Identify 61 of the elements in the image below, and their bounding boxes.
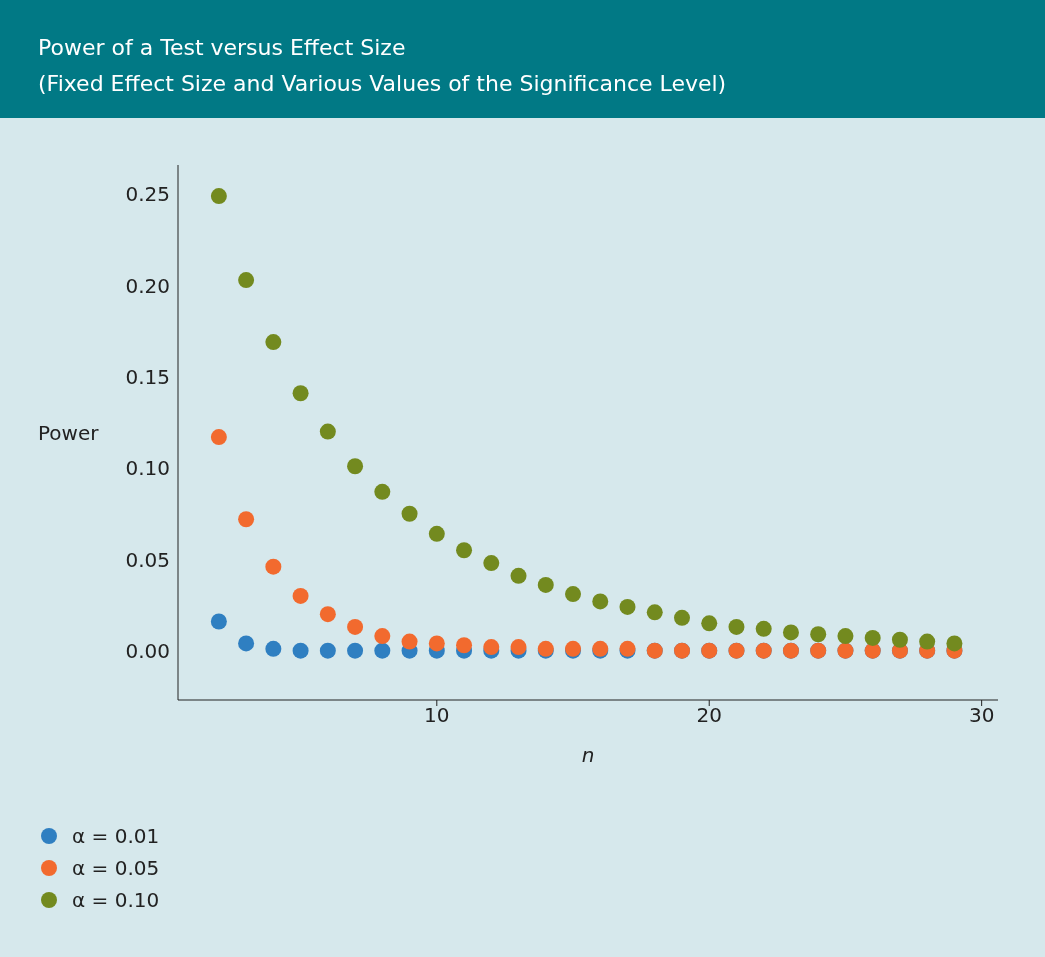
point xyxy=(319,423,336,440)
point xyxy=(946,635,963,652)
legend-label: α = 0.10 xyxy=(72,888,160,912)
y-tick-label: 0.20 xyxy=(125,273,170,298)
point xyxy=(210,429,227,446)
point xyxy=(592,593,609,610)
point xyxy=(265,640,282,657)
point xyxy=(401,505,418,522)
point xyxy=(265,558,282,575)
point xyxy=(864,629,881,646)
point xyxy=(374,628,391,645)
point xyxy=(401,633,418,650)
point xyxy=(646,604,663,621)
point xyxy=(483,555,500,572)
point xyxy=(728,618,745,635)
point xyxy=(810,626,827,643)
y-tick-label: 0.00 xyxy=(125,638,170,663)
y-axis-title: Power xyxy=(38,420,100,445)
point xyxy=(292,642,309,659)
point xyxy=(673,609,690,626)
point xyxy=(319,606,336,623)
point xyxy=(238,511,255,528)
x-tick-label: 10 xyxy=(424,703,450,728)
point xyxy=(374,642,391,659)
point xyxy=(428,525,445,542)
x-axis-title: n xyxy=(581,743,595,767)
point xyxy=(510,567,527,584)
point xyxy=(619,598,636,615)
point xyxy=(210,613,227,630)
point xyxy=(210,188,227,205)
point xyxy=(347,642,364,659)
point xyxy=(891,631,908,648)
point xyxy=(782,624,799,641)
point xyxy=(919,633,936,650)
point xyxy=(537,576,554,593)
point xyxy=(347,618,364,635)
x-tick-label: 30 xyxy=(968,703,995,728)
x-tick-label: 20 xyxy=(696,703,722,728)
point xyxy=(319,642,336,659)
point xyxy=(456,637,473,654)
point xyxy=(238,635,255,652)
y-tick-label: 0.15 xyxy=(125,364,170,389)
y-tick-label: 0.05 xyxy=(125,547,170,572)
point xyxy=(265,334,282,351)
point xyxy=(837,628,854,645)
legend-label: α = 0.05 xyxy=(72,856,160,880)
point xyxy=(456,542,473,559)
point xyxy=(292,385,309,402)
point xyxy=(701,615,718,632)
legend-label: α = 0.01 xyxy=(72,824,160,848)
point xyxy=(428,635,445,652)
y-tick-label: 0.25 xyxy=(125,182,170,207)
y-tick-label: 0.10 xyxy=(125,456,170,481)
point xyxy=(755,620,772,637)
point xyxy=(374,483,391,500)
chart-subtitle: (Fixed Effect Size and Various Values of the Significance Level) xyxy=(38,70,728,98)
point xyxy=(565,586,582,603)
point xyxy=(292,587,309,604)
chart-title: Power of a Test versus Effect Size xyxy=(38,34,407,62)
point xyxy=(238,272,255,289)
point xyxy=(347,458,364,475)
